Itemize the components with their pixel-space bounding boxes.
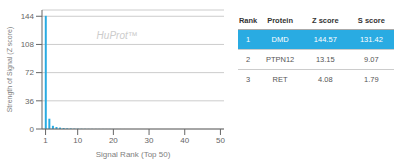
html-text:3: 3 bbox=[246, 75, 251, 84]
html-text:HuProt™: HuProt™ bbox=[96, 30, 138, 42]
html-text:1.79: 1.79 bbox=[364, 75, 379, 84]
svg-text:36: 36 bbox=[25, 97, 34, 106]
html-text:4.08: 4.08 bbox=[318, 75, 333, 84]
svg-text:Strength of Signal (Z score): Strength of Signal (Z score) bbox=[8, 27, 14, 113]
svg-text:Signal Rank (Top 50): Signal Rank (Top 50) bbox=[96, 150, 171, 159]
svg-text:30: 30 bbox=[145, 136, 154, 145]
html-text:131.42: 131.42 bbox=[359, 35, 383, 44]
html-text:144.57: 144.57 bbox=[313, 35, 337, 44]
html-text:1: 1 bbox=[246, 35, 251, 44]
svg-text:50: 50 bbox=[216, 136, 225, 145]
svg-text:20: 20 bbox=[109, 136, 118, 145]
html-text:DMD: DMD bbox=[271, 35, 289, 44]
html-text:PTPN12: PTPN12 bbox=[265, 55, 295, 64]
svg-text:40: 40 bbox=[180, 136, 189, 145]
svg-text:144: 144 bbox=[21, 12, 35, 21]
html-text:RET: RET bbox=[272, 75, 288, 84]
html-text:S score: S score bbox=[357, 16, 385, 25]
svg-text:10: 10 bbox=[73, 136, 82, 145]
html-text:Rank: Rank bbox=[239, 16, 258, 25]
html-text:13.15: 13.15 bbox=[315, 55, 335, 64]
html-text:Protein: Protein bbox=[267, 16, 293, 25]
html-text:9.07: 9.07 bbox=[364, 55, 379, 64]
svg-text:108: 108 bbox=[21, 40, 35, 49]
svg-text:1: 1 bbox=[43, 136, 48, 145]
html-text:2: 2 bbox=[246, 55, 251, 64]
html-text:Z score: Z score bbox=[312, 16, 339, 25]
svg-text:72: 72 bbox=[25, 68, 34, 77]
svg-text:0: 0 bbox=[30, 125, 35, 134]
